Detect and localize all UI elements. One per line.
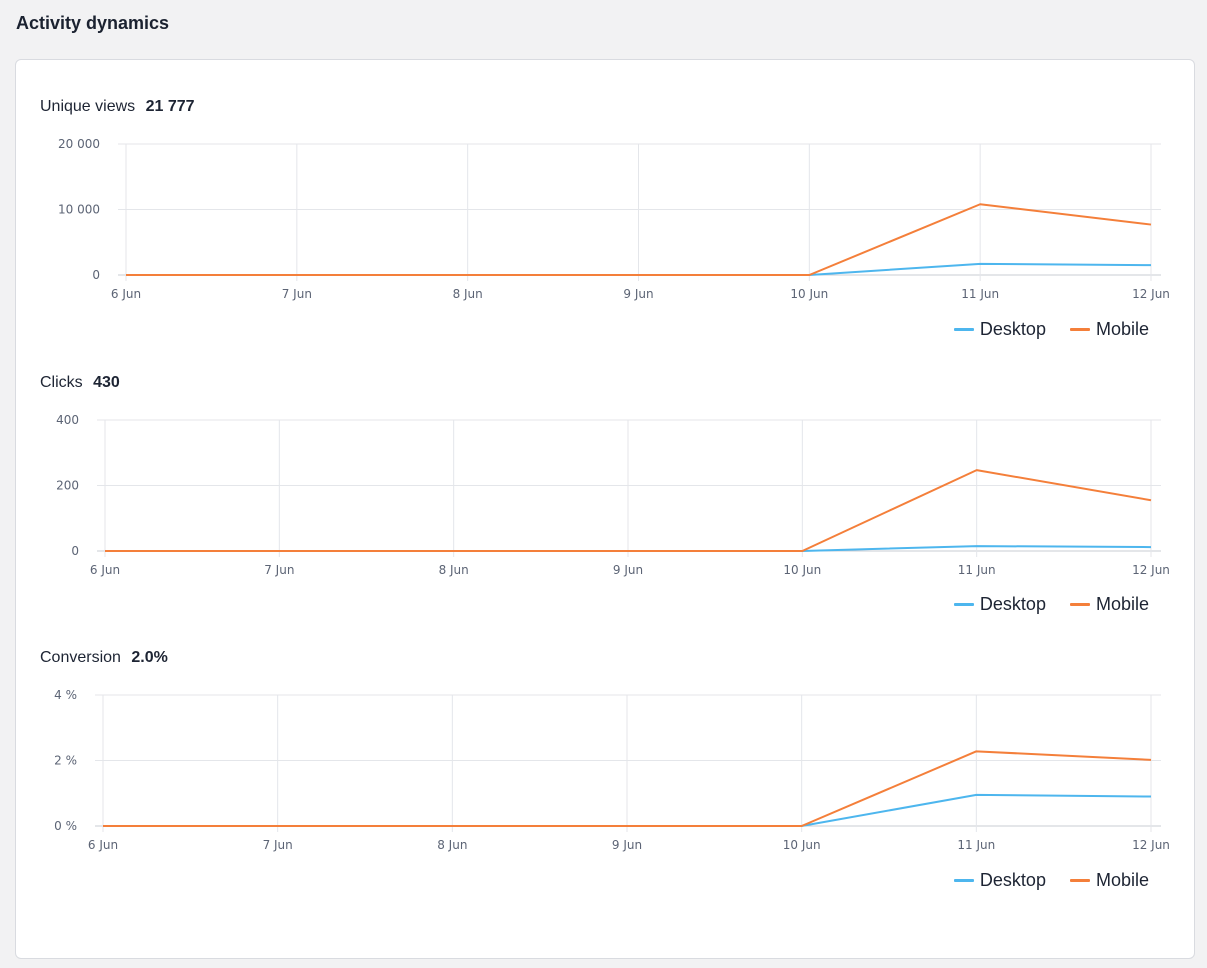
x-tick-label: 8 Jun bbox=[453, 287, 483, 301]
desktop-swatch bbox=[953, 328, 974, 331]
legend-label: Desktop bbox=[979, 870, 1046, 890]
y-tick-label: 200 bbox=[56, 479, 79, 493]
conversion-chart: 0 % 2 % 4 % 6 Jun 7 Jun 8 Jun 9 Jun 10 Jun 11 Ju… bbox=[54, 688, 1170, 852]
metric-total: 21 777 bbox=[145, 98, 195, 115]
metric-label: Conversion bbox=[40, 649, 121, 666]
clicks-legend: Desktop Mobile bbox=[953, 594, 1149, 615]
y-tick-label: 0 bbox=[71, 544, 79, 558]
series-line-mobile bbox=[105, 469, 1152, 552]
x-tick-label: 9 Jun bbox=[623, 287, 653, 301]
legend-label: Mobile bbox=[1095, 870, 1149, 890]
legend-label: Desktop bbox=[979, 594, 1046, 614]
x-tick-label: 11 Jun bbox=[957, 838, 995, 852]
x-tick-label: 8 Jun bbox=[437, 838, 467, 852]
y-tick-label: 0 % bbox=[54, 819, 77, 833]
x-tick-label: 7 Jun bbox=[263, 838, 293, 852]
x-tick-label: 11 Jun bbox=[958, 563, 996, 577]
activity-card: Unique views 21 777 0 10 000 20 000 6 Jun 7 … bbox=[15, 59, 1195, 959]
x-tick-label: 6 Jun bbox=[111, 287, 141, 301]
series-line-mobile bbox=[103, 750, 1152, 827]
clicks-header: Clicks 430 bbox=[40, 374, 120, 392]
x-tick-label: 12 Jun bbox=[1132, 287, 1170, 301]
x-tick-label: 8 Jun bbox=[439, 563, 469, 577]
conversion-legend: Desktop Mobile bbox=[953, 870, 1149, 891]
x-tick-label: 12 Jun bbox=[1132, 563, 1170, 577]
page-title: Activity dynamics bbox=[16, 13, 170, 33]
legend-item-desktop[interactable]: Desktop bbox=[953, 594, 1046, 615]
legend-item-desktop[interactable]: Desktop bbox=[953, 319, 1046, 340]
legend-item-mobile[interactable]: Mobile bbox=[1069, 594, 1149, 615]
x-tick-label: 6 Jun bbox=[88, 838, 118, 852]
x-tick-label: 10 Jun bbox=[783, 563, 821, 577]
x-tick-label: 9 Jun bbox=[613, 563, 643, 577]
mobile-swatch bbox=[1069, 603, 1090, 606]
desktop-swatch bbox=[953, 603, 974, 606]
y-tick-label: 0 bbox=[92, 268, 100, 282]
x-tick-label: 10 Jun bbox=[783, 838, 821, 852]
unique-views-chart: 0 10 000 20 000 6 Jun 7 Jun 8 Jun 9 Jun 10 Jun 1… bbox=[58, 137, 1170, 301]
metric-label: Unique views bbox=[40, 98, 136, 115]
mobile-swatch bbox=[1069, 879, 1090, 882]
metric-label: Clicks bbox=[40, 374, 83, 391]
x-tick-label: 11 Jun bbox=[961, 287, 999, 301]
desktop-swatch bbox=[953, 879, 974, 882]
legend-item-mobile[interactable]: Mobile bbox=[1069, 319, 1149, 340]
y-tick-label: 10 000 bbox=[58, 203, 100, 217]
x-tick-label: 9 Jun bbox=[612, 838, 642, 852]
x-tick-label: 12 Jun bbox=[1132, 838, 1170, 852]
y-tick-label: 4 % bbox=[54, 688, 77, 702]
legend-item-desktop[interactable]: Desktop bbox=[953, 870, 1046, 891]
unique-views-header: Unique views 21 777 bbox=[40, 98, 195, 116]
x-tick-label: 7 Jun bbox=[264, 563, 294, 577]
x-tick-label: 10 Jun bbox=[790, 287, 828, 301]
metric-total: 2.0% bbox=[131, 649, 168, 666]
metric-total: 430 bbox=[93, 374, 120, 391]
legend-label: Mobile bbox=[1095, 594, 1149, 614]
conversion-header: Conversion 2.0% bbox=[40, 649, 168, 667]
x-tick-label: 6 Jun bbox=[90, 563, 120, 577]
clicks-chart: 0 200 400 6 Jun 7 Jun 8 Jun 9 Jun 10 Jun 11 Jun 1… bbox=[56, 413, 1170, 577]
y-tick-label: 400 bbox=[56, 413, 79, 427]
legend-item-mobile[interactable]: Mobile bbox=[1069, 870, 1149, 891]
y-tick-label: 2 % bbox=[54, 754, 77, 768]
series-line-mobile bbox=[126, 203, 1152, 276]
x-tick-label: 7 Jun bbox=[282, 287, 312, 301]
unique-views-legend: Desktop Mobile bbox=[953, 319, 1149, 340]
legend-label: Desktop bbox=[979, 319, 1046, 339]
y-tick-label: 20 000 bbox=[58, 137, 100, 151]
mobile-swatch bbox=[1069, 328, 1090, 331]
legend-label: Mobile bbox=[1095, 319, 1149, 339]
